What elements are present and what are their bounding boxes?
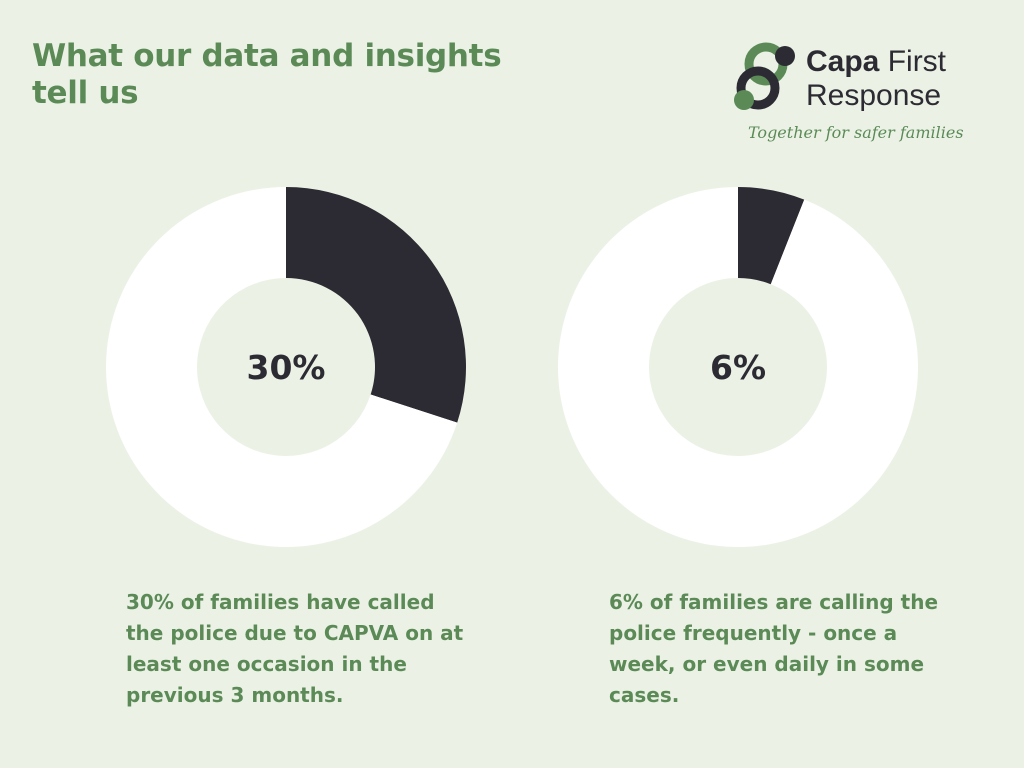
donut-chart-2: 6% <box>558 187 918 547</box>
donut-center-label-1: 30% <box>246 347 326 387</box>
capa-logo-mark-icon <box>734 42 795 110</box>
donut-center-label-2: 6% <box>709 347 767 387</box>
brand-name-line-1: Capa First <box>806 44 946 80</box>
donut-2-slice-1 <box>738 187 805 285</box>
donut-2-slice-2 <box>558 187 918 547</box>
donut-1-slice-2 <box>106 187 458 547</box>
brand-name-rest: First <box>887 45 947 78</box>
donut-chart-2-svg <box>558 187 918 547</box>
brand-tagline: Together for safer families <box>748 123 964 142</box>
donut-chart-1: 30% <box>106 187 466 547</box>
brand-name-bold: Capa <box>806 45 880 78</box>
caption-stat-2: 6% of families are calling the police fr… <box>609 590 939 707</box>
brand-logo: Capa First Response Together for safer f… <box>728 36 998 148</box>
donut-chart-1-svg <box>106 187 466 547</box>
page-title: What our data and insights tell us <box>32 38 502 111</box>
caption-stat-1: 30% of families have called the police d… <box>126 590 464 707</box>
brand-name-line-2: Response <box>806 79 942 112</box>
donut-1-slice-1 <box>286 187 466 423</box>
